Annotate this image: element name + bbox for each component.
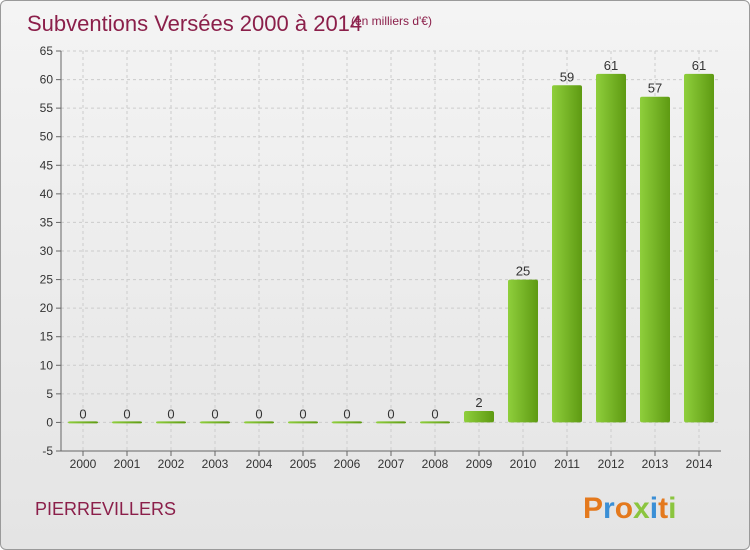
y-tick-label: 5 (46, 387, 53, 401)
x-tick-label: 2002 (158, 457, 185, 471)
y-tick-label: 50 (40, 130, 54, 144)
value-label-2013: 57 (648, 81, 662, 96)
logo-letter: x (633, 492, 650, 525)
logo-letter: t (658, 492, 668, 525)
commune-name: PIERREVILLERS (35, 499, 176, 519)
value-label-2004: 0 (255, 406, 262, 421)
bar-2000 (68, 421, 98, 424)
bar-2006 (332, 421, 362, 424)
bar-2001 (112, 421, 142, 424)
x-tick-label: 2005 (290, 457, 317, 471)
y-tick-label: 10 (40, 358, 54, 372)
chart-title: Subventions Versées 2000 à 2014 (27, 11, 362, 36)
logo-letter: i (650, 492, 658, 525)
logo-letter: o (615, 492, 633, 525)
value-label-2009: 2 (475, 395, 482, 410)
bar-2012 (596, 73, 626, 423)
y-tick-label: -5 (42, 444, 53, 458)
x-tick-label: 2010 (510, 457, 537, 471)
bar-2007 (376, 421, 406, 424)
bar-layer (68, 73, 714, 424)
value-label-2011: 59 (560, 69, 574, 84)
x-tick-label: 2003 (202, 457, 229, 471)
logo-letter: P (583, 492, 603, 525)
x-tick-label: 2007 (378, 457, 405, 471)
proxiti-logo: Proxiti (583, 492, 676, 525)
chart-unit: (en milliers d'€) (351, 14, 432, 28)
value-label-2014: 61 (692, 58, 706, 73)
x-tick-label: 2004 (246, 457, 273, 471)
x-tick-label: 2008 (422, 457, 449, 471)
value-label-2005: 0 (299, 406, 306, 421)
y-tick-label: 45 (40, 158, 54, 172)
x-tick-label: 2013 (642, 457, 669, 471)
bar-2009 (464, 411, 494, 423)
y-tick-label: 25 (40, 273, 54, 287)
logo-letter: r (603, 492, 615, 525)
value-label-2002: 0 (167, 406, 174, 421)
value-label-2006: 0 (343, 406, 350, 421)
bar-2004 (244, 421, 274, 424)
x-tick-label: 2009 (466, 457, 493, 471)
y-tick-label: 30 (40, 244, 54, 258)
value-label-2012: 61 (604, 58, 618, 73)
x-tick-label: 2001 (114, 457, 141, 471)
bar-2003 (200, 421, 230, 424)
value-label-2010: 25 (516, 264, 530, 279)
bar-2008 (420, 421, 450, 424)
y-tick-label: 35 (40, 215, 54, 229)
bar-2014 (684, 73, 714, 423)
bar-2013 (640, 96, 670, 423)
x-tick-label: 2011 (554, 457, 580, 471)
value-label-2000: 0 (79, 406, 86, 421)
y-tick-label: 55 (40, 101, 54, 115)
value-label-2001: 0 (123, 406, 130, 421)
y-tick-label: 20 (40, 301, 54, 315)
y-tick-label: 40 (40, 187, 54, 201)
y-tick-label: 65 (40, 44, 54, 58)
value-label-2003: 0 (211, 406, 218, 421)
x-tick-label: 2000 (70, 457, 97, 471)
x-tick-label: 2014 (686, 457, 713, 471)
bar-2005 (288, 421, 318, 424)
value-label-2008: 0 (431, 406, 438, 421)
bar-2002 (156, 421, 186, 424)
logo-letter: i (668, 492, 676, 525)
x-tick-label: 2012 (598, 457, 625, 471)
label-layer: 0 0 0 0 0 0 0 0 0 2 25 59 61 57 61 (79, 58, 706, 422)
bar-2010 (508, 279, 538, 423)
bar-2011 (552, 85, 582, 423)
y-tick-label: 0 (46, 415, 53, 429)
y-tick-label: 15 (40, 330, 54, 344)
x-tick-label: 2006 (334, 457, 361, 471)
y-tick-label: 60 (40, 73, 54, 87)
value-label-2007: 0 (387, 406, 394, 421)
